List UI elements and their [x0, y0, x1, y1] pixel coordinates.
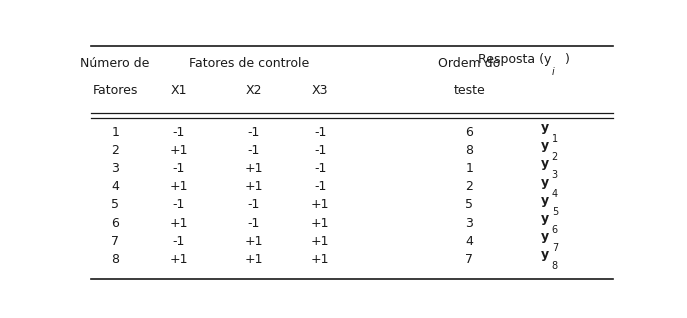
Text: 5: 5	[552, 207, 558, 217]
Text: 4: 4	[111, 180, 119, 193]
Text: 3: 3	[465, 217, 473, 230]
Text: -1: -1	[173, 198, 185, 211]
Text: X1: X1	[171, 84, 188, 97]
Text: -1: -1	[247, 198, 260, 211]
Text: -1: -1	[173, 235, 185, 248]
Text: +1: +1	[170, 180, 188, 193]
Text: Ordem do: Ordem do	[438, 57, 500, 70]
Text: +1: +1	[245, 235, 263, 248]
Text: Número de: Número de	[80, 57, 150, 70]
Text: i: i	[552, 67, 554, 77]
Text: 7: 7	[552, 243, 558, 253]
Text: +1: +1	[311, 253, 329, 266]
Text: 6: 6	[552, 225, 558, 235]
Text: 8: 8	[552, 261, 558, 271]
Text: X3: X3	[312, 84, 328, 97]
Text: -1: -1	[247, 217, 260, 230]
Text: -1: -1	[314, 144, 326, 157]
Text: +1: +1	[170, 217, 188, 230]
Text: 8: 8	[465, 144, 473, 157]
Text: 7: 7	[111, 235, 119, 248]
Text: -1: -1	[314, 126, 326, 139]
Text: +1: +1	[245, 180, 263, 193]
Text: -1: -1	[173, 126, 185, 139]
Text: ): )	[565, 53, 570, 66]
Text: Resposta (y: Resposta (y	[478, 53, 552, 66]
Text: Fatores de controle: Fatores de controle	[190, 57, 310, 70]
Text: -1: -1	[314, 180, 326, 193]
Text: 3: 3	[552, 170, 558, 180]
Text: y: y	[541, 121, 549, 134]
Text: y: y	[541, 230, 549, 243]
Text: +1: +1	[170, 144, 188, 157]
Text: +1: +1	[245, 253, 263, 266]
Text: 2: 2	[111, 144, 119, 157]
Text: y: y	[541, 194, 549, 207]
Text: -1: -1	[314, 162, 326, 175]
Text: 2: 2	[552, 152, 558, 162]
Text: 4: 4	[552, 189, 558, 198]
Text: +1: +1	[311, 198, 329, 211]
Text: 3: 3	[111, 162, 119, 175]
Text: Fatores: Fatores	[93, 84, 138, 97]
Text: 1: 1	[111, 126, 119, 139]
Text: -1: -1	[173, 162, 185, 175]
Text: -1: -1	[247, 126, 260, 139]
Text: 2: 2	[465, 180, 473, 193]
Text: 1: 1	[465, 162, 473, 175]
Text: X2: X2	[245, 84, 262, 97]
Text: 6: 6	[465, 126, 473, 139]
Text: +1: +1	[170, 253, 188, 266]
Text: y: y	[541, 212, 549, 225]
Text: y: y	[541, 176, 549, 189]
Text: 5: 5	[465, 198, 473, 211]
Text: 7: 7	[465, 253, 473, 266]
Text: +1: +1	[245, 162, 263, 175]
Text: y: y	[541, 248, 549, 261]
Text: +1: +1	[311, 235, 329, 248]
Text: y: y	[541, 139, 549, 152]
Text: 4: 4	[465, 235, 473, 248]
Text: 6: 6	[111, 217, 119, 230]
Text: 1: 1	[552, 134, 558, 144]
Text: +1: +1	[311, 217, 329, 230]
Text: y: y	[541, 157, 549, 170]
Text: 5: 5	[111, 198, 119, 211]
Text: -1: -1	[247, 144, 260, 157]
Text: 8: 8	[111, 253, 119, 266]
Text: teste: teste	[453, 84, 485, 97]
